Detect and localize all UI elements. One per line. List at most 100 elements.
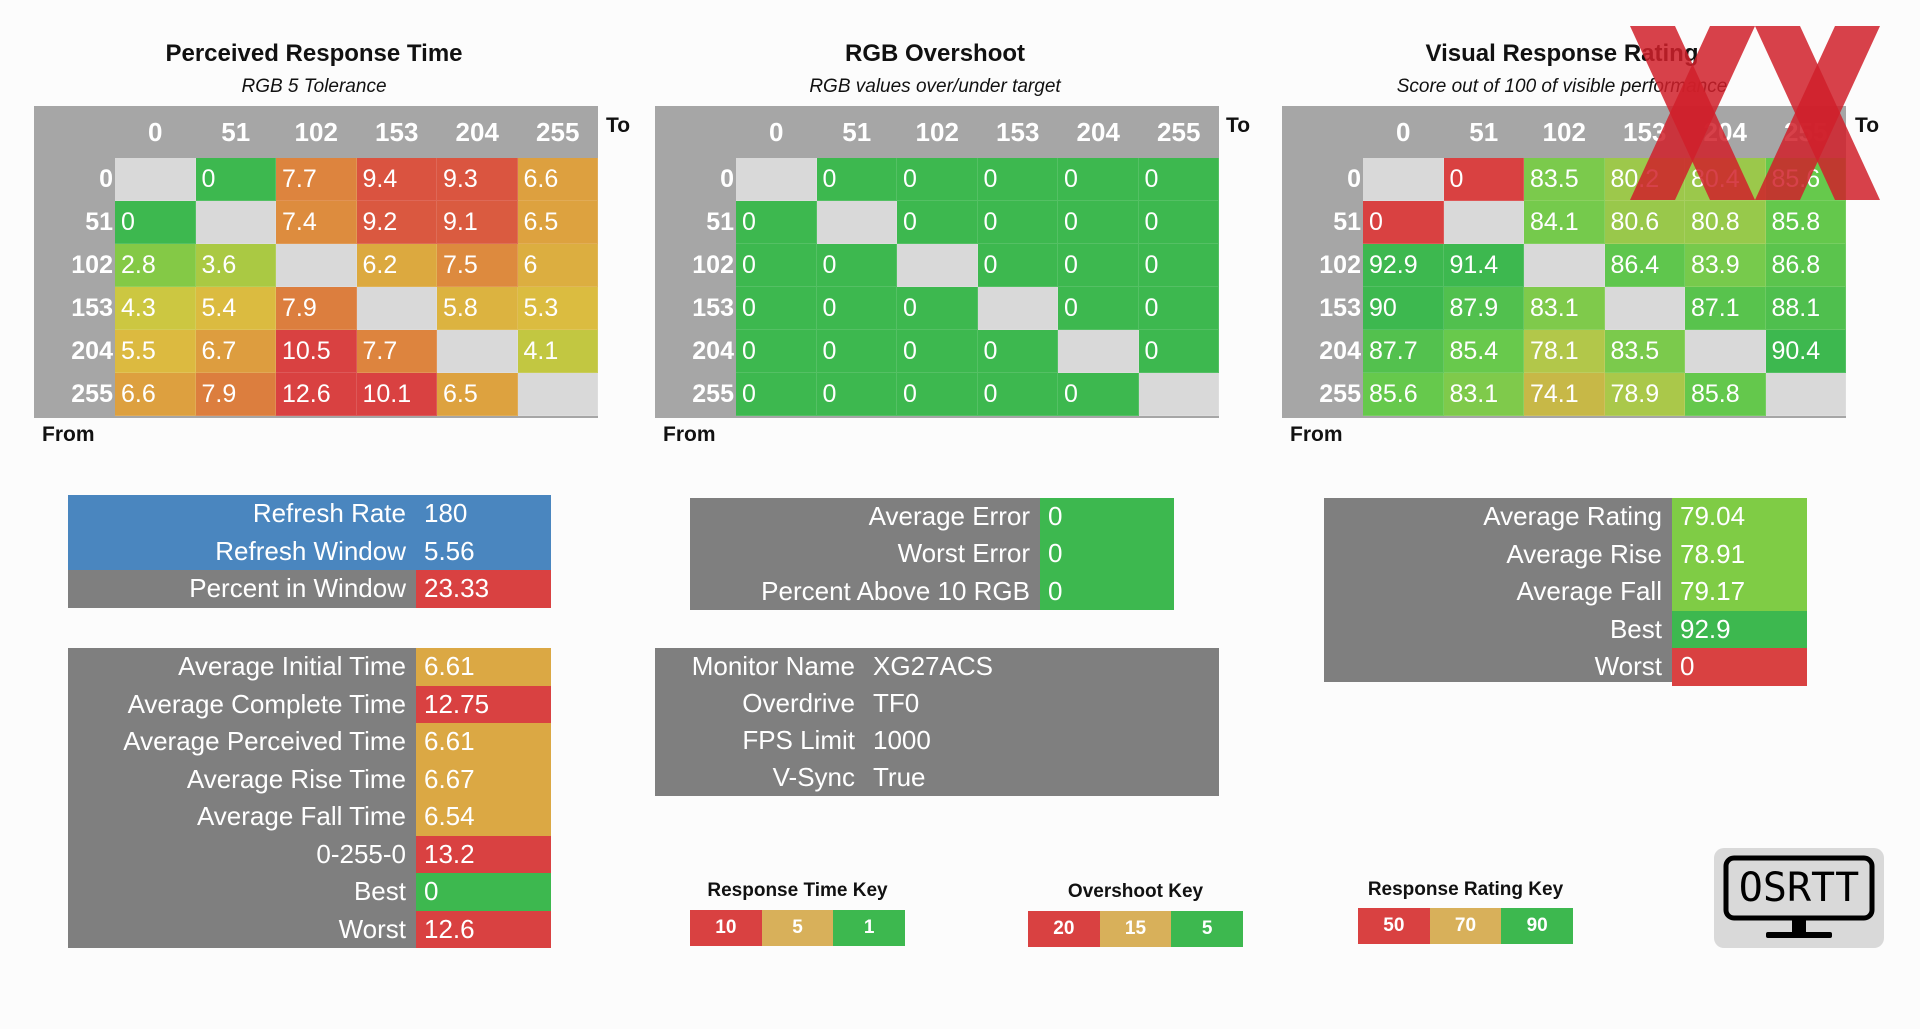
row-header-204: 204 [692,337,734,365]
stat-label: Overdrive [742,688,855,718]
row-header-102: 102 [1319,251,1361,279]
heatmap-cell: 0 [977,373,1058,416]
prt-subtitle: RGB 5 Tolerance [241,76,387,97]
overshoot-from-label: From [663,423,716,446]
stat-label: FPS Limit [742,725,855,755]
rating-stats-panel: Average Rating 79.04 Average Rise 78.91 Aver… [1324,498,1807,686]
heatmap-cell: 10.5 [276,330,357,373]
stat-value: 0 [1040,535,1174,573]
heatmap-cell: 0 [1443,158,1524,201]
row-header-51: 51 [706,208,734,236]
heatmap-cell: 5.5 [115,330,196,373]
key-swatch: 1 [833,910,905,946]
heatmap-cell: 6.6 [115,373,196,416]
overshoot-title: RGB Overshoot [844,40,1026,67]
heatmap-cell: 0 [1138,287,1219,330]
heatmap-cell: 0 [1138,330,1219,373]
heatmap-cell: 9.4 [356,158,437,201]
heatmap-cell: 6.5 [517,201,598,244]
heatmap-cell: 0 [977,330,1058,373]
col-header-102: 102 [1542,116,1586,147]
stat-value: 92.9 [1672,610,1807,648]
rating-panel-row: Average Rise 78.91 [1324,535,1807,573]
heatmap-cell [115,158,196,201]
key-swatch: 20 [1028,911,1100,947]
col-header-255: 255 [536,116,580,147]
heatmap-cell: 0 [897,287,978,330]
stat-value: XG27ACS [873,651,993,681]
heatmap-cell: 0 [897,373,978,416]
heatmap-cell: 83.1 [1443,373,1524,416]
heatmap-cell: 6.2 [356,244,437,287]
heatmap-cell [977,287,1058,330]
prt-title: Perceived Response Time [165,40,463,67]
heatmap-cell: 12.6 [276,373,357,416]
col-header-153: 153 [996,116,1040,147]
heatmap-cell: 0 [977,158,1058,201]
stat-label: Average Error [868,501,1030,532]
heatmap-cell: 0 [816,330,897,373]
refresh-rate-value: 180 [424,498,468,529]
time-panel-row: Best 0 [68,873,551,911]
row-header-255: 255 [1319,380,1361,408]
heatmap-cell [1685,330,1766,373]
percent-window-label: Percent in Window [189,573,406,604]
time-panel-row: Average Rise Time 6.67 [68,760,551,798]
time-panel-row: Worst 12.6 [68,910,551,948]
stat-label: Average Initial Time [178,651,406,682]
heatmap-cell: 0 [1058,201,1139,244]
heatmap-cell: 85.8 [1685,373,1766,416]
heatmap-cell: 0 [1058,373,1139,416]
heatmap-cell: 0 [736,201,817,244]
stat-value: 0 [1672,648,1807,686]
time-panel-row: Average Complete Time 12.75 [68,685,551,723]
key-swatch: 10 [690,910,762,946]
heatmap-cell: 92.9 [1363,244,1444,287]
row-header-102: 102 [71,251,113,279]
heatmap-cell: 2.8 [115,244,196,287]
col-header-102: 102 [294,116,338,147]
stat-label: Average Rise [1506,538,1662,569]
watermark-logo [1630,26,1880,200]
heatmap-cell: 84.1 [1524,201,1605,244]
stat-label: Worst [1594,651,1662,682]
heatmap-cell: 0 [736,244,817,287]
monitor-panel-row: Overdrive TF0 [655,685,1219,722]
heatmap-cell: 0 [736,373,817,416]
col-header-51: 51 [842,116,872,147]
vrr-from-label: From [1290,423,1343,446]
stat-label: Average Perceived Time [123,726,406,757]
prt-to-label: To [606,114,631,137]
stat-label: Worst Error [897,538,1030,569]
col-header-153: 153 [375,116,419,147]
heatmap-cell [1363,158,1444,201]
key-swatch: 5 [761,910,834,946]
heatmap-cell: 0 [736,330,817,373]
heatmap-cell [1138,373,1219,416]
overshoot-key-title: Overshoot Key [1067,881,1204,902]
heatmap-cell: 5.8 [437,287,518,330]
rating-panel-row: Average Rating 79.04 [1324,498,1807,536]
heatmap-cell: 87.7 [1363,330,1444,373]
rating-panel-row: Best 92.9 [1324,610,1807,648]
time-panel-row: Average Initial Time 6.61 [68,648,551,686]
col-header-51: 51 [1469,116,1499,147]
heatmap-cell: 0 [1058,158,1139,201]
heatmap-cell [816,201,897,244]
time-panel-row: Average Fall Time 6.54 [68,798,551,836]
heatmap-cell: 0 [816,158,897,201]
col-header-0: 0 [769,116,784,147]
response-rating-key-title: Response Rating Key [1367,879,1564,900]
stat-value: 0 [1040,498,1174,536]
overshoot-heatmap: 0 51 102 153 204 255 0 0 0 0 0 0 51 0 0 0 0 0 102 0 0 0 0 0 153 0… [655,106,1219,418]
row-header-0: 0 [720,165,734,193]
monitor-icon [1723,855,1875,938]
heatmap-cell: 6.7 [195,330,276,373]
monitor-panel-row: Monitor Name XG27ACS [655,648,1219,685]
heatmap-cell: 85.4 [1443,330,1524,373]
osrtt-logo: OSRTT [1714,848,1884,948]
heatmap-cell: 9.3 [437,158,518,201]
col-header-204: 204 [1076,116,1120,147]
heatmap-cell: 0 [1138,201,1219,244]
error-panel-row: Worst Error 0 [690,535,1174,573]
